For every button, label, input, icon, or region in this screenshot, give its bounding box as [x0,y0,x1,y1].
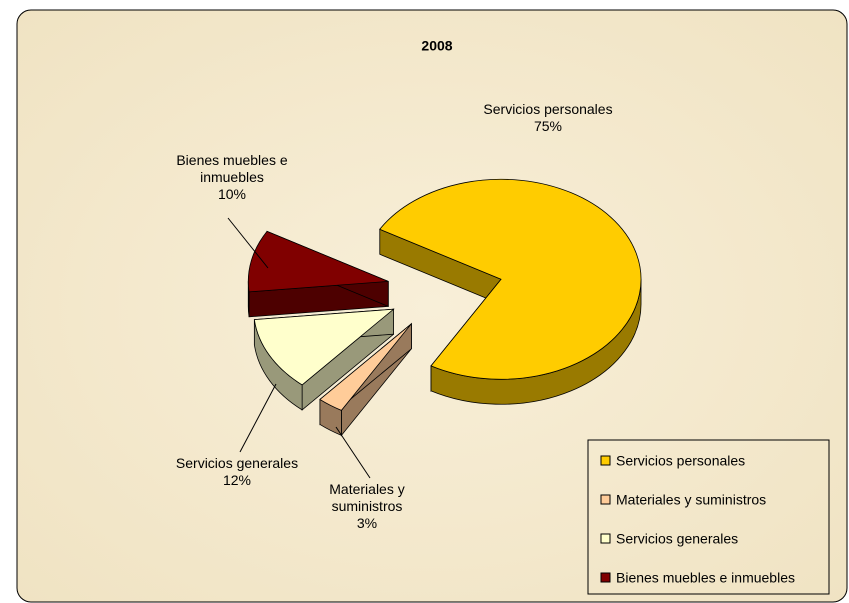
leader-line [227,217,269,269]
data-label-value: 75% [533,118,563,134]
legend-label: Servicios generales [616,531,738,547]
legend-swatch [600,455,611,466]
data-label: Servicios generales 12% [152,455,322,489]
data-label-name: Servicios generales [175,455,299,471]
slice-top [253,308,395,386]
chart-area [16,9,848,603]
data-label-name: Bienes muebles e inmuebles [176,152,288,185]
legend-swatch [600,572,611,583]
legend-label: Servicios personales [616,453,745,469]
slice-top [319,323,412,411]
slice [379,178,642,405]
chart-title: 2008 [421,38,452,54]
slice [253,308,395,411]
data-label-name: Servicios personales [483,101,613,117]
data-label-value: 3% [356,515,378,531]
data-label-value: 12% [222,472,252,488]
leader-line [239,383,277,453]
data-label: Materiales y suministros 3% [312,481,422,532]
slice [319,322,412,437]
data-label: Servicios personales 75% [458,101,638,135]
legend-label: Materiales y suministros [616,492,766,508]
legend-box [587,439,830,595]
leader-line [335,426,371,479]
data-label-name: Materiales y suministros [329,481,405,514]
slice [247,230,389,318]
legend-swatch [600,494,611,505]
slice-top [247,230,389,293]
slice-top [379,178,642,380]
data-label-value: 10% [217,186,247,202]
legend-label: Bienes muebles e inmuebles [616,570,795,586]
legend-swatch [600,533,611,544]
data-label: Bienes muebles e inmuebles 10% [157,152,307,203]
